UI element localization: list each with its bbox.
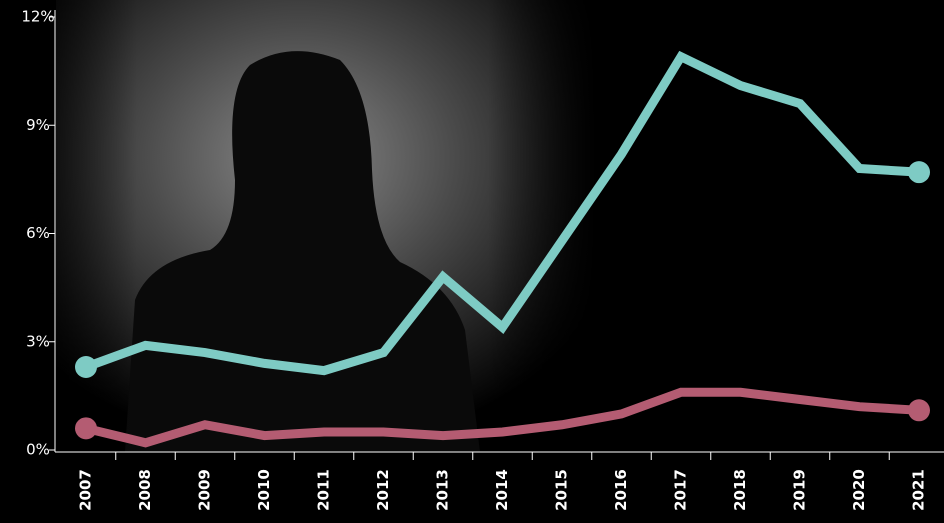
x-tick-label: 2007 [77, 469, 95, 511]
x-tick-label: 2011 [315, 469, 333, 511]
x-tick-label: 2017 [672, 469, 690, 511]
x-tick-label: 2009 [196, 469, 214, 511]
x-tick-label: 2014 [493, 469, 511, 511]
x-tick-label: 2010 [255, 469, 273, 511]
x-tick-label: 2015 [553, 469, 571, 511]
y-tick-label: 0% [26, 441, 50, 459]
x-tick-label: 2008 [136, 469, 154, 511]
background-photo [56, 0, 596, 452]
x-tick-label: 2021 [910, 469, 928, 511]
y-tick-label: 9% [26, 116, 50, 134]
end-dot [908, 161, 930, 184]
y-tick-label: 12% [21, 8, 54, 26]
y-tick-label: 6% [26, 224, 50, 242]
end-dot [75, 356, 97, 379]
x-tick-label: 2018 [731, 469, 749, 511]
x-tick-label: 2020 [850, 469, 868, 511]
x-tick-label: 2012 [374, 469, 392, 511]
series-line [84, 387, 920, 448]
x-tick-label: 2019 [791, 469, 809, 511]
x-tick-label: 2016 [612, 469, 630, 511]
x-tick-label: 2013 [434, 469, 452, 511]
end-dot [908, 399, 930, 422]
series-line [84, 50, 920, 376]
end-dot [75, 417, 97, 440]
y-tick-label: 3% [26, 332, 50, 350]
